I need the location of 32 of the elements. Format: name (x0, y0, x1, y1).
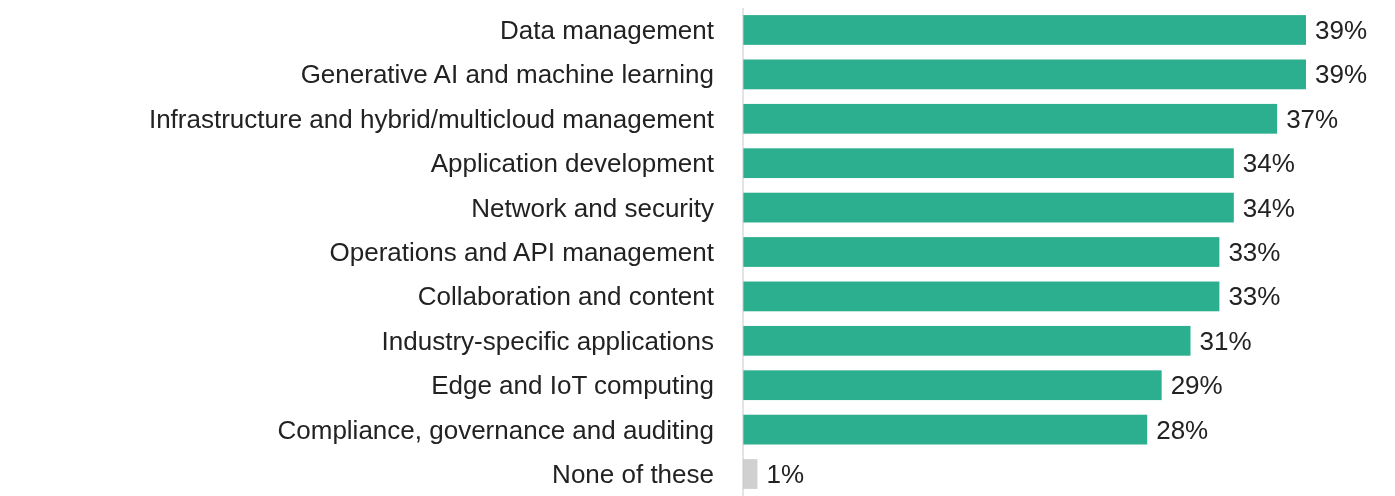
data-label: 31% (1199, 325, 1252, 356)
bar (743, 325, 1191, 356)
data-label: 34% (1242, 148, 1295, 179)
data-label: 39% (1315, 14, 1368, 45)
data-label: 33% (1228, 237, 1281, 267)
y-tick-label: None of these (552, 459, 714, 490)
bar (743, 414, 1148, 445)
y-tick-label: Edge and IoT computing (431, 370, 714, 401)
y-tick-label: Application development (430, 148, 715, 179)
y-tick-label: Data management (500, 14, 715, 45)
data-label: 34% (1242, 192, 1295, 223)
bar (743, 148, 1234, 179)
bar (743, 192, 1234, 223)
bar (743, 103, 1278, 134)
y-tick-label: Compliance, governance and auditing (277, 414, 714, 445)
bar (743, 59, 1306, 90)
data-label: 33% (1228, 281, 1281, 312)
data-label: 1% (766, 459, 805, 490)
data-label: 39% (1315, 59, 1368, 90)
bar (743, 370, 1162, 401)
y-tick-label: Network and security (471, 192, 714, 223)
y-tick-label: Infrastructure and hybrid/multicloud management (148, 103, 715, 134)
y-tick-label: Collaboration and content (417, 281, 715, 312)
bar (743, 237, 1220, 267)
y-tick-label: Operations and API management (329, 237, 715, 267)
bar (743, 15, 1306, 45)
y-tick-label: Generative AI and machine learning (300, 59, 714, 90)
data-label: 29% (1170, 370, 1223, 401)
bar (743, 281, 1220, 312)
data-label: 28% (1156, 414, 1209, 445)
y-tick-label: Industry-specific applications (381, 325, 714, 356)
data-label: 37% (1286, 103, 1339, 134)
